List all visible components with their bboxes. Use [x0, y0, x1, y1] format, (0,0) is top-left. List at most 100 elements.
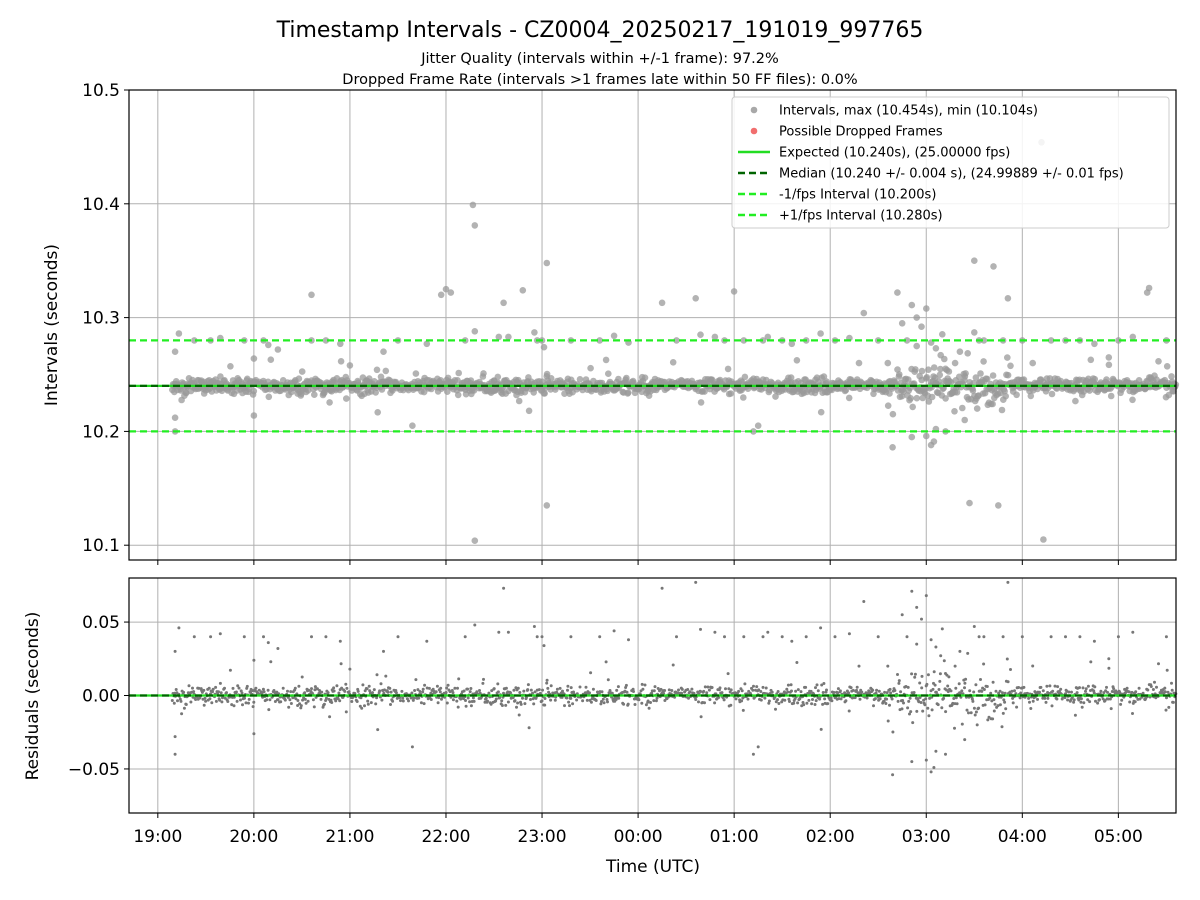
residual-point: [987, 715, 991, 719]
residual-point: [886, 664, 890, 668]
interval-point: [708, 376, 716, 384]
interval-point: [998, 406, 1006, 414]
residual-point: [310, 635, 313, 639]
residual-point: [324, 635, 328, 639]
interval-point: [308, 291, 315, 299]
residual-point: [670, 689, 674, 692]
interval-point: [1105, 354, 1113, 361]
residual-point: [907, 699, 911, 703]
residual-point: [770, 690, 774, 694]
intervals-y-ticks: 10.1 10.2 10.3 10.4 10.5: [82, 81, 129, 556]
residual-point: [581, 699, 585, 703]
x-tick-label: 22:00: [421, 827, 470, 847]
residual-point: [1157, 662, 1160, 666]
residual-point: [713, 630, 717, 634]
residual-point: [640, 682, 644, 686]
residual-point: [944, 710, 948, 714]
residual-point: [261, 687, 265, 691]
residual-point: [818, 697, 822, 701]
residual-point: [911, 721, 915, 725]
residual-point: [802, 703, 806, 707]
interval-point: [894, 289, 901, 296]
residual-point: [417, 696, 421, 700]
residual-point: [236, 684, 240, 688]
residual-point: [699, 715, 703, 719]
interval-point: [641, 374, 649, 382]
residual-point: [436, 701, 440, 705]
residual-point: [569, 635, 573, 639]
residual-point: [722, 698, 726, 702]
residual-point: [267, 708, 271, 712]
x-tick-label: 21:00: [325, 827, 374, 847]
residual-point: [1084, 687, 1088, 691]
residual-point: [389, 690, 393, 694]
residual-point: [652, 689, 656, 693]
residual-point: [604, 660, 608, 664]
interval-point: [227, 363, 234, 370]
residual-point: [1086, 684, 1090, 688]
residual-point: [1103, 699, 1107, 702]
residual-point: [174, 688, 178, 691]
residual-point: [777, 702, 781, 705]
residual-point: [996, 704, 1000, 708]
residual-point: [942, 696, 946, 700]
residual-point: [489, 702, 493, 706]
interval-point: [1002, 392, 1009, 400]
residual-point: [283, 698, 287, 702]
residual-point: [836, 691, 840, 695]
legend-entry: Intervals, max (10.454s), min (10.104s): [750, 104, 1038, 119]
residual-point: [440, 697, 443, 701]
interval-point: [377, 373, 385, 381]
residual-point: [1029, 707, 1033, 710]
residual-point: [1078, 635, 1082, 639]
intervals-points: [169, 139, 1180, 544]
interval-point: [913, 342, 920, 350]
residual-point: [913, 675, 917, 679]
residual-point: [1137, 686, 1141, 690]
residual-point: [384, 674, 388, 678]
residual-point: [251, 705, 255, 709]
residual-point: [785, 687, 789, 691]
interval-point: [455, 369, 463, 377]
residual-point: [1002, 698, 1006, 702]
residual-point: [418, 690, 422, 693]
residual-point: [464, 704, 468, 708]
residual-point: [991, 680, 995, 684]
residual-point: [304, 701, 308, 705]
interval-point: [267, 356, 275, 364]
residual-point: [281, 686, 285, 690]
interval-point: [480, 370, 487, 377]
residual-point: [946, 684, 950, 688]
residual-point: [262, 690, 266, 694]
interval-point: [412, 370, 420, 377]
residual-point: [913, 672, 917, 676]
residual-point: [690, 687, 694, 691]
interval-point: [740, 394, 747, 401]
residual-point: [526, 683, 530, 687]
residual-point: [522, 689, 526, 693]
residual-point: [519, 702, 523, 706]
residual-point: [857, 664, 861, 668]
residual-point: [310, 687, 313, 691]
interval-point: [519, 287, 527, 294]
residual-point: [649, 701, 652, 704]
residual-point: [401, 699, 405, 703]
residual-point: [632, 690, 635, 693]
interval-point: [724, 365, 732, 373]
residual-point: [905, 635, 909, 639]
interval-point: [454, 377, 461, 384]
residual-point: [796, 701, 800, 705]
residual-point: [1088, 700, 1092, 704]
interval-point: [842, 386, 850, 394]
residual-point: [752, 684, 755, 688]
interval-point: [788, 340, 796, 348]
residual-point: [345, 686, 349, 690]
interval-point: [923, 432, 930, 440]
interval-point: [1004, 295, 1012, 302]
residual-point: [535, 635, 539, 639]
residual-point: [296, 699, 300, 702]
residual-point: [1149, 685, 1153, 688]
residual-point: [506, 700, 510, 704]
residual-point: [1059, 687, 1063, 691]
residual-point: [836, 687, 840, 691]
